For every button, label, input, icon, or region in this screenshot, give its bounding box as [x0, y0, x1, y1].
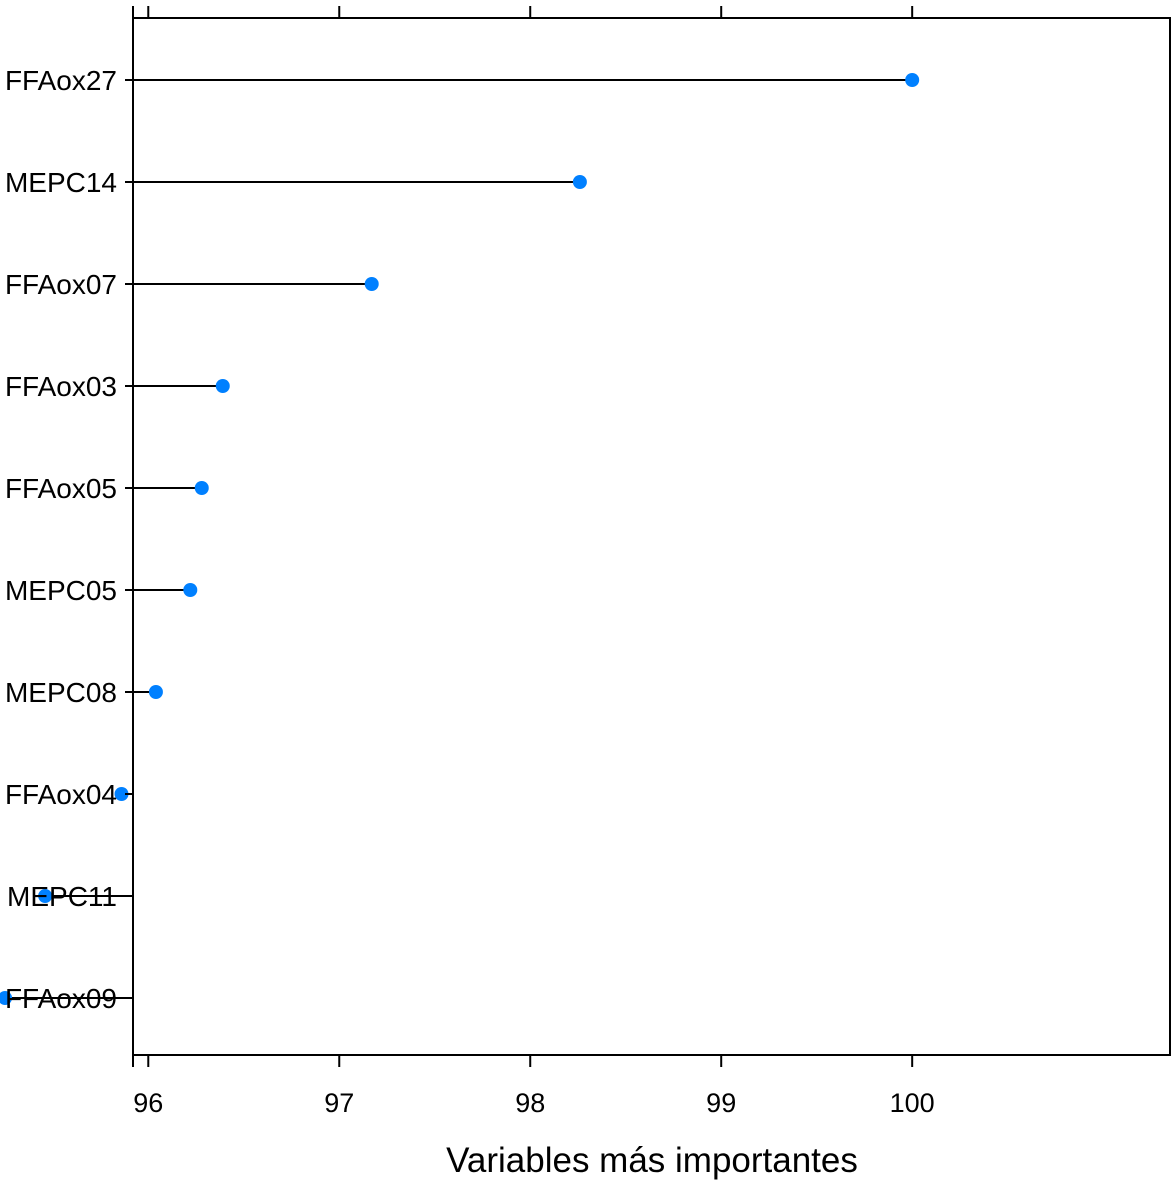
data-point	[215, 379, 230, 393]
data-point	[905, 73, 920, 87]
category-label: MEPC14	[5, 167, 117, 198]
category-label: FFAox03	[5, 371, 117, 402]
category-label: FFAox05	[5, 473, 117, 504]
data-point	[194, 481, 209, 495]
y-axis-labels: FFAox27 MEPC14 FFAox07 FFAox03 FFAox05 MEPC05…	[5, 65, 117, 1014]
data-point	[183, 583, 198, 597]
category-label: FFAox09	[5, 983, 117, 1014]
category-label: MEPC05	[5, 575, 117, 606]
category-label: MEPC08	[5, 677, 117, 708]
category-label: FFAox07	[5, 269, 117, 300]
x-tick-label: 99	[706, 1088, 736, 1118]
x-axis-title: Variables más importantes	[446, 1141, 858, 1180]
x-tick-label: 98	[515, 1088, 545, 1118]
data-point	[148, 685, 163, 699]
chart-marks	[0, 73, 920, 1005]
category-label: MEPC11	[7, 881, 117, 912]
data-point	[364, 277, 379, 291]
x-tick-label: 96	[133, 1088, 163, 1118]
data-point	[572, 175, 587, 189]
plot-frame	[132, 17, 1171, 1056]
category-label: FFAox27	[5, 65, 117, 96]
x-tick-label: 100	[890, 1088, 935, 1118]
data-point	[38, 889, 53, 903]
x-axis: 96 97 98 99 100	[132, 6, 935, 1118]
data-point	[114, 787, 129, 801]
x-tick-label: 97	[324, 1088, 354, 1118]
category-label: FFAox04	[5, 779, 117, 810]
data-point	[0, 991, 13, 1005]
